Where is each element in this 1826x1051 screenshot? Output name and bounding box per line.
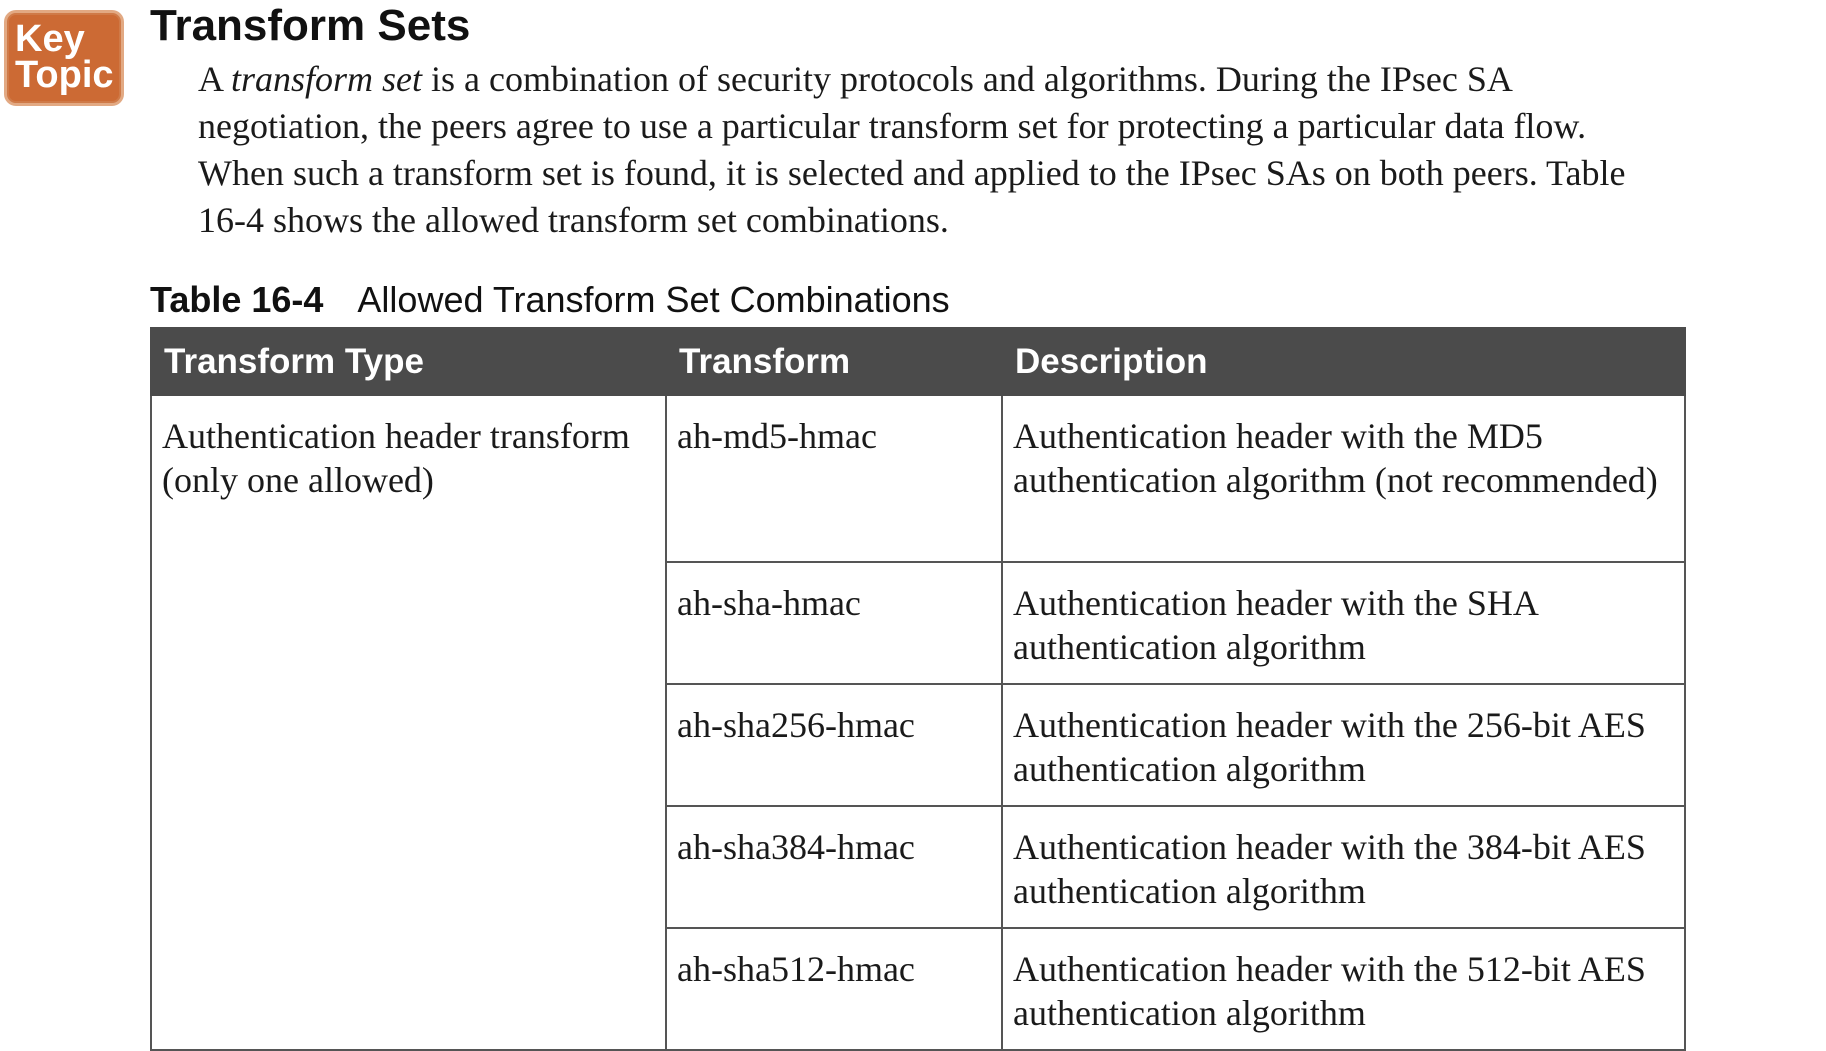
description-cell: Authentication header with the MD5 authe…	[1001, 394, 1686, 563]
table-row: Authentication header transform (only on…	[150, 394, 1686, 1051]
description-cell: Authentication header with the 512-bit A…	[1001, 927, 1686, 1051]
table-header-row: Transform Type Transform Description	[150, 327, 1686, 396]
transform-cell: ah-md5-hmac	[665, 394, 1003, 563]
description-cell: Authentication header with the SHA authe…	[1001, 561, 1686, 685]
column-header-transform: Transform	[665, 327, 1003, 396]
table-row: ah-sha384-hmac Authentication header wit…	[151, 805, 1686, 929]
transform-set-table: Transform Type Transform Description Aut…	[150, 327, 1686, 1051]
section-title: Transform Sets	[150, 1, 471, 50]
column-header-description: Description	[1001, 327, 1686, 396]
table-row: ah-sha-hmac Authentication header with t…	[151, 561, 1686, 685]
transform-cell: ah-sha512-hmac	[665, 927, 1003, 1051]
table-caption: Table 16-4 Allowed Transform Set Combinat…	[150, 278, 950, 322]
key-topic-line1: Key	[15, 18, 85, 60]
key-topic-badge: Key Topic	[4, 10, 124, 106]
transform-cell: ah-sha-hmac	[665, 561, 1003, 685]
table-caption-number: Table 16-4	[150, 279, 324, 320]
transform-cell: ah-sha384-hmac	[665, 805, 1003, 929]
table-row: ah-sha512-hmac Authentication header wit…	[151, 927, 1686, 1051]
intro-term: transform set	[231, 59, 423, 99]
intro-text-start: A	[198, 59, 232, 99]
intro-text-rest: is a combination of security protocols a…	[198, 59, 1626, 240]
key-topic-line2: Topic	[15, 54, 114, 96]
table-row: ah-sha256-hmac Authentication header wit…	[151, 683, 1686, 807]
transform-type-cell: Authentication header transform (only on…	[150, 394, 667, 1051]
description-cell: Authentication header with the 256-bit A…	[1001, 683, 1686, 807]
transform-cell: ah-sha256-hmac	[665, 683, 1003, 807]
description-cell: Authentication header with the 384-bit A…	[1001, 805, 1686, 929]
table-caption-title: Allowed Transform Set Combinations	[357, 279, 950, 320]
column-header-transform-type: Transform Type	[150, 327, 667, 396]
intro-paragraph: A transform set is a combination of secu…	[198, 56, 1678, 244]
